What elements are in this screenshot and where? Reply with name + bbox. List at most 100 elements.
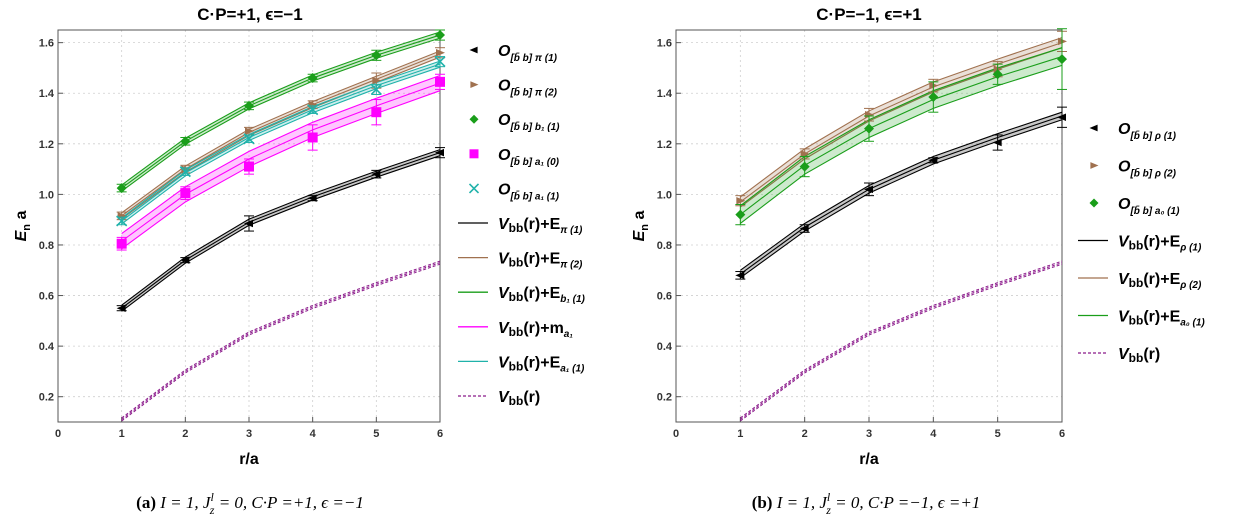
data-point bbox=[116, 215, 128, 227]
x-tick-label: 2 bbox=[802, 428, 808, 440]
legend-label: Vbb(r)+ma₁ bbox=[498, 320, 573, 340]
legend-sub: [b̄ b] a₁ (0) bbox=[509, 156, 559, 168]
y-tick-label: 0.2 bbox=[657, 392, 672, 404]
legend-label: Vbb(r)+Eρ (1) bbox=[1118, 234, 1202, 254]
chart-title: C·P=−1, ϵ=+1 bbox=[816, 5, 921, 24]
caption: (a) I = 1, Jl z = 0, C·P =+1, ϵ =−1 bbox=[136, 490, 364, 517]
data-point bbox=[180, 256, 190, 264]
data-point bbox=[434, 56, 446, 68]
legend-main-sub: bb bbox=[509, 359, 524, 373]
data-point bbox=[308, 100, 318, 109]
legend-sub: ρ (1) bbox=[1179, 243, 1202, 254]
data-point bbox=[735, 209, 746, 220]
data-point bbox=[307, 132, 318, 143]
legend-main-sub: bb bbox=[509, 256, 524, 270]
legend-main: V bbox=[498, 285, 510, 302]
legend-label: Vbb(r) bbox=[498, 389, 540, 408]
data-point bbox=[244, 219, 253, 228]
legend-main: V bbox=[1118, 309, 1130, 326]
data-point bbox=[928, 156, 938, 164]
legend-label: Vbb(r)+Ea₀ (1) bbox=[1118, 309, 1205, 329]
legend-item: Vbb(r)+Eρ (2) bbox=[1078, 271, 1202, 291]
data-point bbox=[799, 224, 809, 233]
legend-item: O[b̄ b] a₁ (0) bbox=[469, 147, 560, 168]
legend-main-sub: bb bbox=[509, 290, 524, 304]
caption-part: I = 1, bbox=[159, 493, 203, 512]
band-line bbox=[121, 149, 441, 306]
legend-label: O[b̄ b] a₁ (0) bbox=[498, 147, 560, 168]
data-point bbox=[864, 123, 874, 134]
data-point bbox=[116, 304, 126, 312]
legend-marker bbox=[470, 81, 479, 88]
legend-label: Vbb(r)+Ea₁ (1) bbox=[498, 354, 585, 374]
band-line bbox=[740, 37, 1063, 198]
legend-main: V bbox=[498, 251, 510, 268]
x-tick-label: 1 bbox=[737, 428, 743, 440]
y-tick-label: 1.2 bbox=[657, 139, 672, 151]
y-tick-label: 0.8 bbox=[39, 240, 54, 252]
legend-label: O[b̄ b] ρ (1) bbox=[1118, 121, 1177, 142]
caption-j: J bbox=[203, 493, 212, 512]
x-tick-label: 0 bbox=[673, 428, 679, 440]
y-tick-label: 1.2 bbox=[39, 139, 54, 151]
y-label-sub: n bbox=[21, 224, 33, 231]
data-point bbox=[865, 110, 874, 119]
data-point bbox=[864, 185, 873, 194]
legend-sub: [b̄ b] π (1) bbox=[509, 52, 557, 64]
data-point bbox=[1057, 54, 1067, 65]
potential-curve bbox=[740, 260, 1063, 419]
data-point bbox=[307, 104, 319, 116]
legend-main: V bbox=[498, 216, 510, 233]
legend-label: Vbb(r)+Eb₁ (1) bbox=[498, 285, 586, 305]
legend-item: Vbb(r)+Eπ (2) bbox=[458, 251, 583, 271]
legend-rest: (r) bbox=[1143, 346, 1160, 363]
data-point bbox=[371, 50, 382, 61]
band-line bbox=[121, 152, 441, 309]
data-point bbox=[992, 69, 1003, 80]
legend-marker bbox=[1089, 198, 1099, 208]
legend-main-sub: bb bbox=[1129, 351, 1144, 365]
x-tick-label: 2 bbox=[182, 428, 188, 440]
legend-sub: [b̄ b] π (2) bbox=[509, 86, 557, 98]
legend-main: V bbox=[498, 354, 510, 371]
data-point bbox=[371, 107, 382, 118]
data-point bbox=[179, 166, 191, 178]
legend-item: O[b̄ b] a₀ (1) bbox=[1089, 196, 1180, 217]
data-point bbox=[371, 170, 381, 178]
legend-main: O bbox=[498, 181, 511, 198]
legend-item: O[b̄ b] π (2) bbox=[470, 78, 558, 99]
data-point bbox=[1057, 113, 1066, 122]
caption-label: (a) bbox=[136, 493, 160, 512]
band-line bbox=[121, 66, 441, 225]
series-group bbox=[116, 29, 446, 422]
x-tick-label: 5 bbox=[995, 428, 1001, 440]
legend-item: Vbb(r)+Eπ (1) bbox=[458, 216, 583, 236]
legend-sub: a₀ (1) bbox=[1180, 318, 1205, 329]
band-line bbox=[121, 60, 441, 219]
data-point bbox=[435, 76, 445, 87]
band-line bbox=[121, 50, 441, 214]
band-line bbox=[740, 111, 1063, 271]
legend-rest: (r) bbox=[523, 389, 540, 406]
potential-curve bbox=[740, 262, 1063, 420]
legend-main: V bbox=[498, 389, 510, 406]
legend-item: Vbb(r)+Ea₁ (1) bbox=[458, 354, 585, 374]
data-point bbox=[244, 161, 254, 172]
data-point bbox=[116, 183, 127, 194]
legend-sub: π (2) bbox=[560, 260, 583, 271]
y-tick-label: 0.6 bbox=[657, 291, 672, 303]
legend-main: O bbox=[498, 112, 511, 129]
legend-item: O[b̄ b] π (1) bbox=[469, 43, 558, 64]
legend-marker bbox=[469, 114, 479, 124]
potential-curve bbox=[121, 262, 441, 420]
legend-sub: a₁ bbox=[564, 329, 574, 340]
legend-label: O[b̄ b] b₁ (1) bbox=[498, 112, 560, 133]
band-vbb-r-e-2- bbox=[121, 50, 441, 219]
y-tick-label: 1.4 bbox=[39, 88, 55, 100]
y-axis-label: En a bbox=[13, 211, 33, 242]
y-tick-label: 0.4 bbox=[657, 341, 673, 353]
legend-label: Vbb(r)+Eπ (1) bbox=[498, 216, 583, 236]
band-line bbox=[121, 37, 441, 192]
band-vbb-r-e-1- bbox=[740, 112, 1062, 278]
legend-rest: (r)+E bbox=[523, 354, 560, 371]
